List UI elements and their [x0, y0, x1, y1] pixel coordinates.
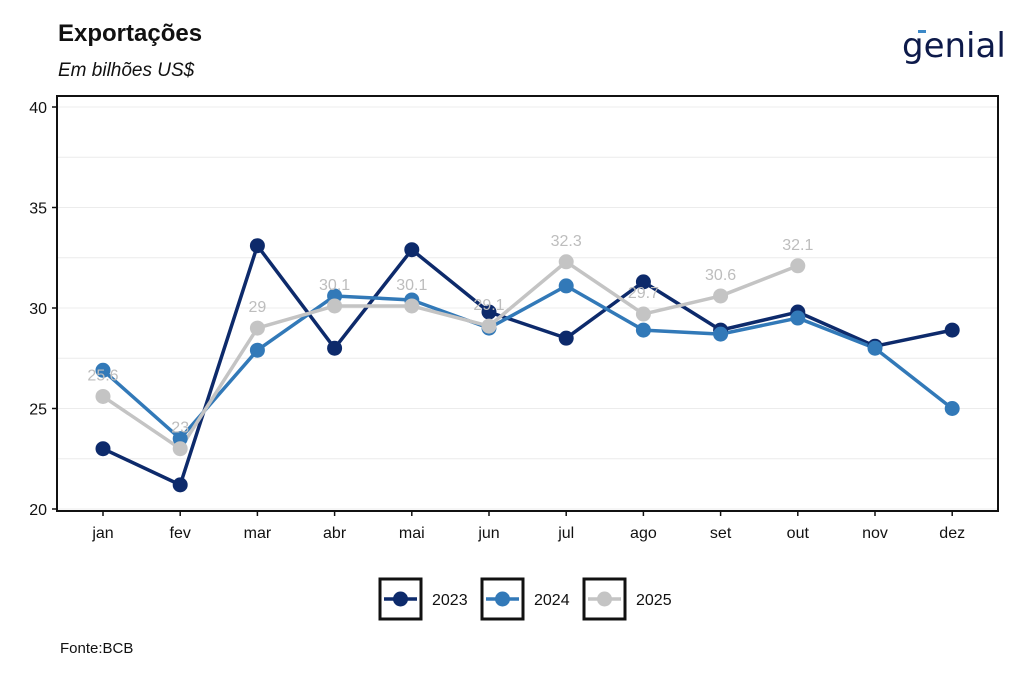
data-label: 30.1 — [396, 277, 427, 294]
data-point-2025 — [249, 320, 265, 336]
data-point-2025 — [558, 254, 574, 270]
x-tick-label: abr — [323, 525, 347, 542]
data-point-2024 — [713, 326, 729, 342]
data-point-2024 — [867, 340, 883, 356]
x-tick-label: mai — [399, 525, 425, 542]
x-tick-label: jul — [557, 525, 574, 542]
data-point-2025 — [327, 298, 343, 314]
data-point-2023 — [249, 238, 265, 254]
data-point-2023 — [944, 322, 960, 338]
data-point-2025 — [713, 288, 729, 304]
data-point-2025 — [172, 441, 188, 457]
x-tick-label: mar — [244, 525, 272, 542]
data-point-2023 — [481, 304, 497, 320]
logo-accent-mark — [918, 30, 926, 33]
chart-title: Exportações — [58, 20, 203, 47]
data-point-2023 — [327, 340, 343, 356]
data-label: 29 — [249, 299, 267, 316]
data-point-2023 — [95, 441, 111, 457]
legend-label: 2025 — [636, 592, 672, 609]
chart-subtitle: Em bilhões US$ — [58, 60, 195, 81]
legend-key-point — [597, 591, 612, 607]
x-tick-label: jan — [91, 525, 113, 542]
data-point-2024 — [635, 322, 651, 338]
y-tick-label: 40 — [29, 100, 47, 117]
source-note: Fonte:BCB — [60, 640, 134, 657]
data-point-2025 — [635, 306, 651, 322]
x-tick-label: nov — [862, 525, 888, 542]
y-tick-label: 30 — [29, 301, 47, 318]
legend-key-point — [495, 591, 510, 607]
data-point-2023 — [558, 330, 574, 346]
x-tick-label: fev — [170, 525, 191, 542]
series-line-2025 — [102, 260, 799, 451]
x-tick-label: ago — [630, 525, 657, 542]
data-point-2025 — [404, 298, 420, 314]
series-line-2024 — [101, 284, 954, 441]
data-point-2024 — [558, 278, 574, 294]
series-line-2023 — [102, 243, 953, 487]
data-point-2023 — [404, 242, 420, 258]
data-point-2025 — [95, 388, 111, 404]
data-point-2024 — [249, 342, 265, 358]
data-point-2023 — [635, 274, 651, 290]
legend-key-point — [393, 591, 408, 607]
data-label: 25.6 — [87, 367, 118, 384]
data-label: 29.1 — [473, 297, 504, 314]
plot-border — [56, 95, 999, 512]
data-point-2023 — [172, 477, 188, 493]
legend-label: 2023 — [432, 592, 468, 609]
x-tick-label: dez — [939, 525, 965, 542]
x-tick-label: out — [787, 525, 810, 542]
x-tick-label: jun — [477, 525, 499, 542]
y-tick-label: 20 — [29, 502, 47, 519]
data-label: 32.3 — [551, 233, 582, 250]
x-tick-label: set — [710, 525, 732, 542]
y-tick-label: 25 — [29, 402, 47, 419]
data-point-2024 — [944, 401, 960, 416]
data-point-2025 — [790, 258, 806, 274]
data-label: 30.6 — [705, 267, 736, 284]
data-point-2024 — [790, 310, 806, 326]
y-tick-label: 35 — [29, 201, 47, 218]
legend-label: 2024 — [534, 592, 570, 609]
data-point-2025 — [481, 318, 497, 334]
data-label: 23 — [171, 420, 189, 437]
data-point-2024 — [95, 362, 111, 378]
data-label: 32.1 — [782, 237, 813, 254]
data-label: 30.1 — [319, 277, 350, 294]
data-label: 29.7 — [628, 285, 659, 302]
